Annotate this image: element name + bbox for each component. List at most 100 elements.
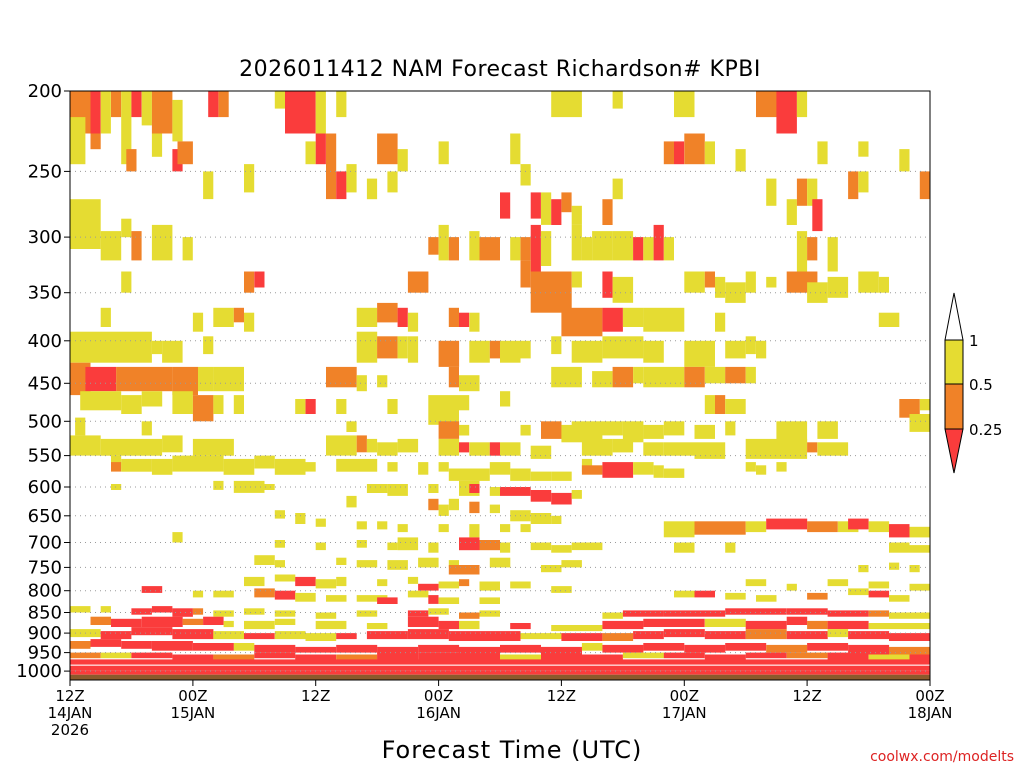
heatmap-cell: [244, 608, 265, 615]
heatmap-cell: [192, 643, 234, 651]
heatmap-cell: [909, 545, 930, 553]
heatmap-cell: [663, 141, 674, 165]
heatmap-cell: [766, 178, 777, 206]
heatmap-cell: [151, 641, 193, 651]
heatmap-cell: [121, 458, 152, 472]
heatmap-cell: [203, 336, 214, 355]
heatmap-cell: [889, 633, 930, 641]
heatmap-cell: [315, 620, 347, 630]
heatmap-cell: [459, 654, 500, 661]
colorbar-band-yellow: [944, 339, 964, 385]
heatmap-cell: [848, 518, 869, 530]
heatmap-cell: [469, 524, 480, 538]
heatmap-cell: [745, 462, 756, 472]
heatmap-cell: [510, 133, 521, 165]
heatmap-cell: [766, 644, 808, 653]
heatmap-cell: [551, 471, 572, 481]
heatmap-cell: [622, 307, 644, 327]
heatmap-cell: [551, 545, 572, 553]
heatmap-cell: [326, 133, 337, 172]
heatmap-cell: [151, 458, 173, 475]
heatmap-cell: [418, 462, 429, 475]
heatmap-cell: [919, 171, 930, 200]
heatmap-cell: [254, 588, 275, 598]
colorbar-band-orange: [944, 383, 964, 430]
heatmap-cell: [551, 515, 562, 524]
heatmap-cell: [827, 629, 849, 638]
heatmap-cell: [356, 521, 367, 530]
heatmap-cell: [878, 312, 900, 327]
colorbar-band-white: [944, 292, 964, 341]
heatmap-cell: [172, 99, 183, 142]
x-tick-label: 17JAN: [662, 704, 707, 722]
heatmap-cell: [684, 133, 705, 165]
heatmap-cell: [520, 340, 531, 359]
heatmap-cell: [459, 312, 470, 327]
heatmap-cell: [274, 540, 285, 548]
heatmap-cell: [90, 91, 101, 134]
heatmap-cell: [387, 560, 408, 570]
heatmap-cell: [366, 438, 378, 453]
heatmap-cell: [459, 442, 470, 453]
heatmap-cell: [100, 631, 132, 640]
heatmap-cell: [90, 639, 122, 647]
heatmap-cell: [151, 91, 173, 134]
heatmap-cell: [428, 484, 439, 493]
heatmap-cell: [192, 395, 214, 422]
heatmap-cell: [459, 612, 480, 619]
heatmap-cell: [397, 149, 408, 172]
heatmap-cell: [336, 399, 347, 414]
heatmap-cell: [725, 608, 787, 615]
heatmap-cell: [70, 652, 101, 659]
heatmap-cell: [479, 581, 500, 591]
heatmap-cell: [407, 616, 439, 627]
heatmap-cell: [848, 631, 890, 640]
heatmap-cell: [192, 590, 204, 598]
heatmap-cell: [663, 610, 726, 617]
heatmap-cell: [561, 633, 603, 641]
heatmap-cell: [571, 271, 582, 288]
heatmap-cell: [909, 583, 930, 591]
heatmap-cell: [315, 612, 337, 619]
heatmap-cell: [418, 652, 460, 661]
heatmap-cell: [786, 199, 797, 225]
heatmap-cell: [90, 616, 111, 625]
heatmap-cell: [633, 631, 664, 640]
heatmap-cell: [704, 141, 715, 165]
heatmap-cell: [878, 276, 889, 293]
heatmap-cell: [233, 643, 255, 651]
heatmap-cell: [469, 501, 480, 514]
heatmap-cell: [663, 468, 685, 478]
heatmap-cell: [438, 524, 449, 533]
heatmap-cell: [448, 468, 490, 481]
heatmap-cell: [438, 340, 460, 367]
heatmap-cell: [520, 424, 531, 436]
heatmap-cell: [745, 579, 767, 587]
heatmap-cell: [346, 495, 357, 508]
heatmap-cell: [663, 237, 674, 261]
heatmap-cell: [254, 644, 296, 653]
heatmap-cell: [817, 141, 828, 165]
heatmap-cell: [530, 471, 552, 481]
heatmap-cell: [151, 606, 173, 613]
heatmap-cell: [858, 271, 879, 293]
heatmap-cell: [326, 595, 347, 602]
heatmap-cell: [223, 458, 255, 475]
heatmap-cell: [581, 237, 593, 261]
heatmap-cell: [561, 192, 572, 213]
heatmap-cell: [377, 133, 398, 165]
heatmap-cell: [377, 442, 398, 456]
heatmap-cell: [356, 595, 388, 602]
heatmap-cell: [377, 579, 388, 587]
heatmap-cell: [315, 133, 326, 165]
heatmap-cell: [397, 438, 419, 453]
heatmap-cell: [295, 399, 306, 414]
heatmap-cell: [90, 133, 101, 150]
heatmap-cell: [745, 652, 787, 659]
heatmap-cell: [377, 375, 388, 388]
heatmap-cell: [643, 237, 654, 261]
heatmap-cell: [500, 442, 521, 456]
heatmap-cell: [694, 442, 726, 459]
heatmap-cell: [571, 224, 582, 261]
heatmap-cell: [377, 521, 388, 530]
